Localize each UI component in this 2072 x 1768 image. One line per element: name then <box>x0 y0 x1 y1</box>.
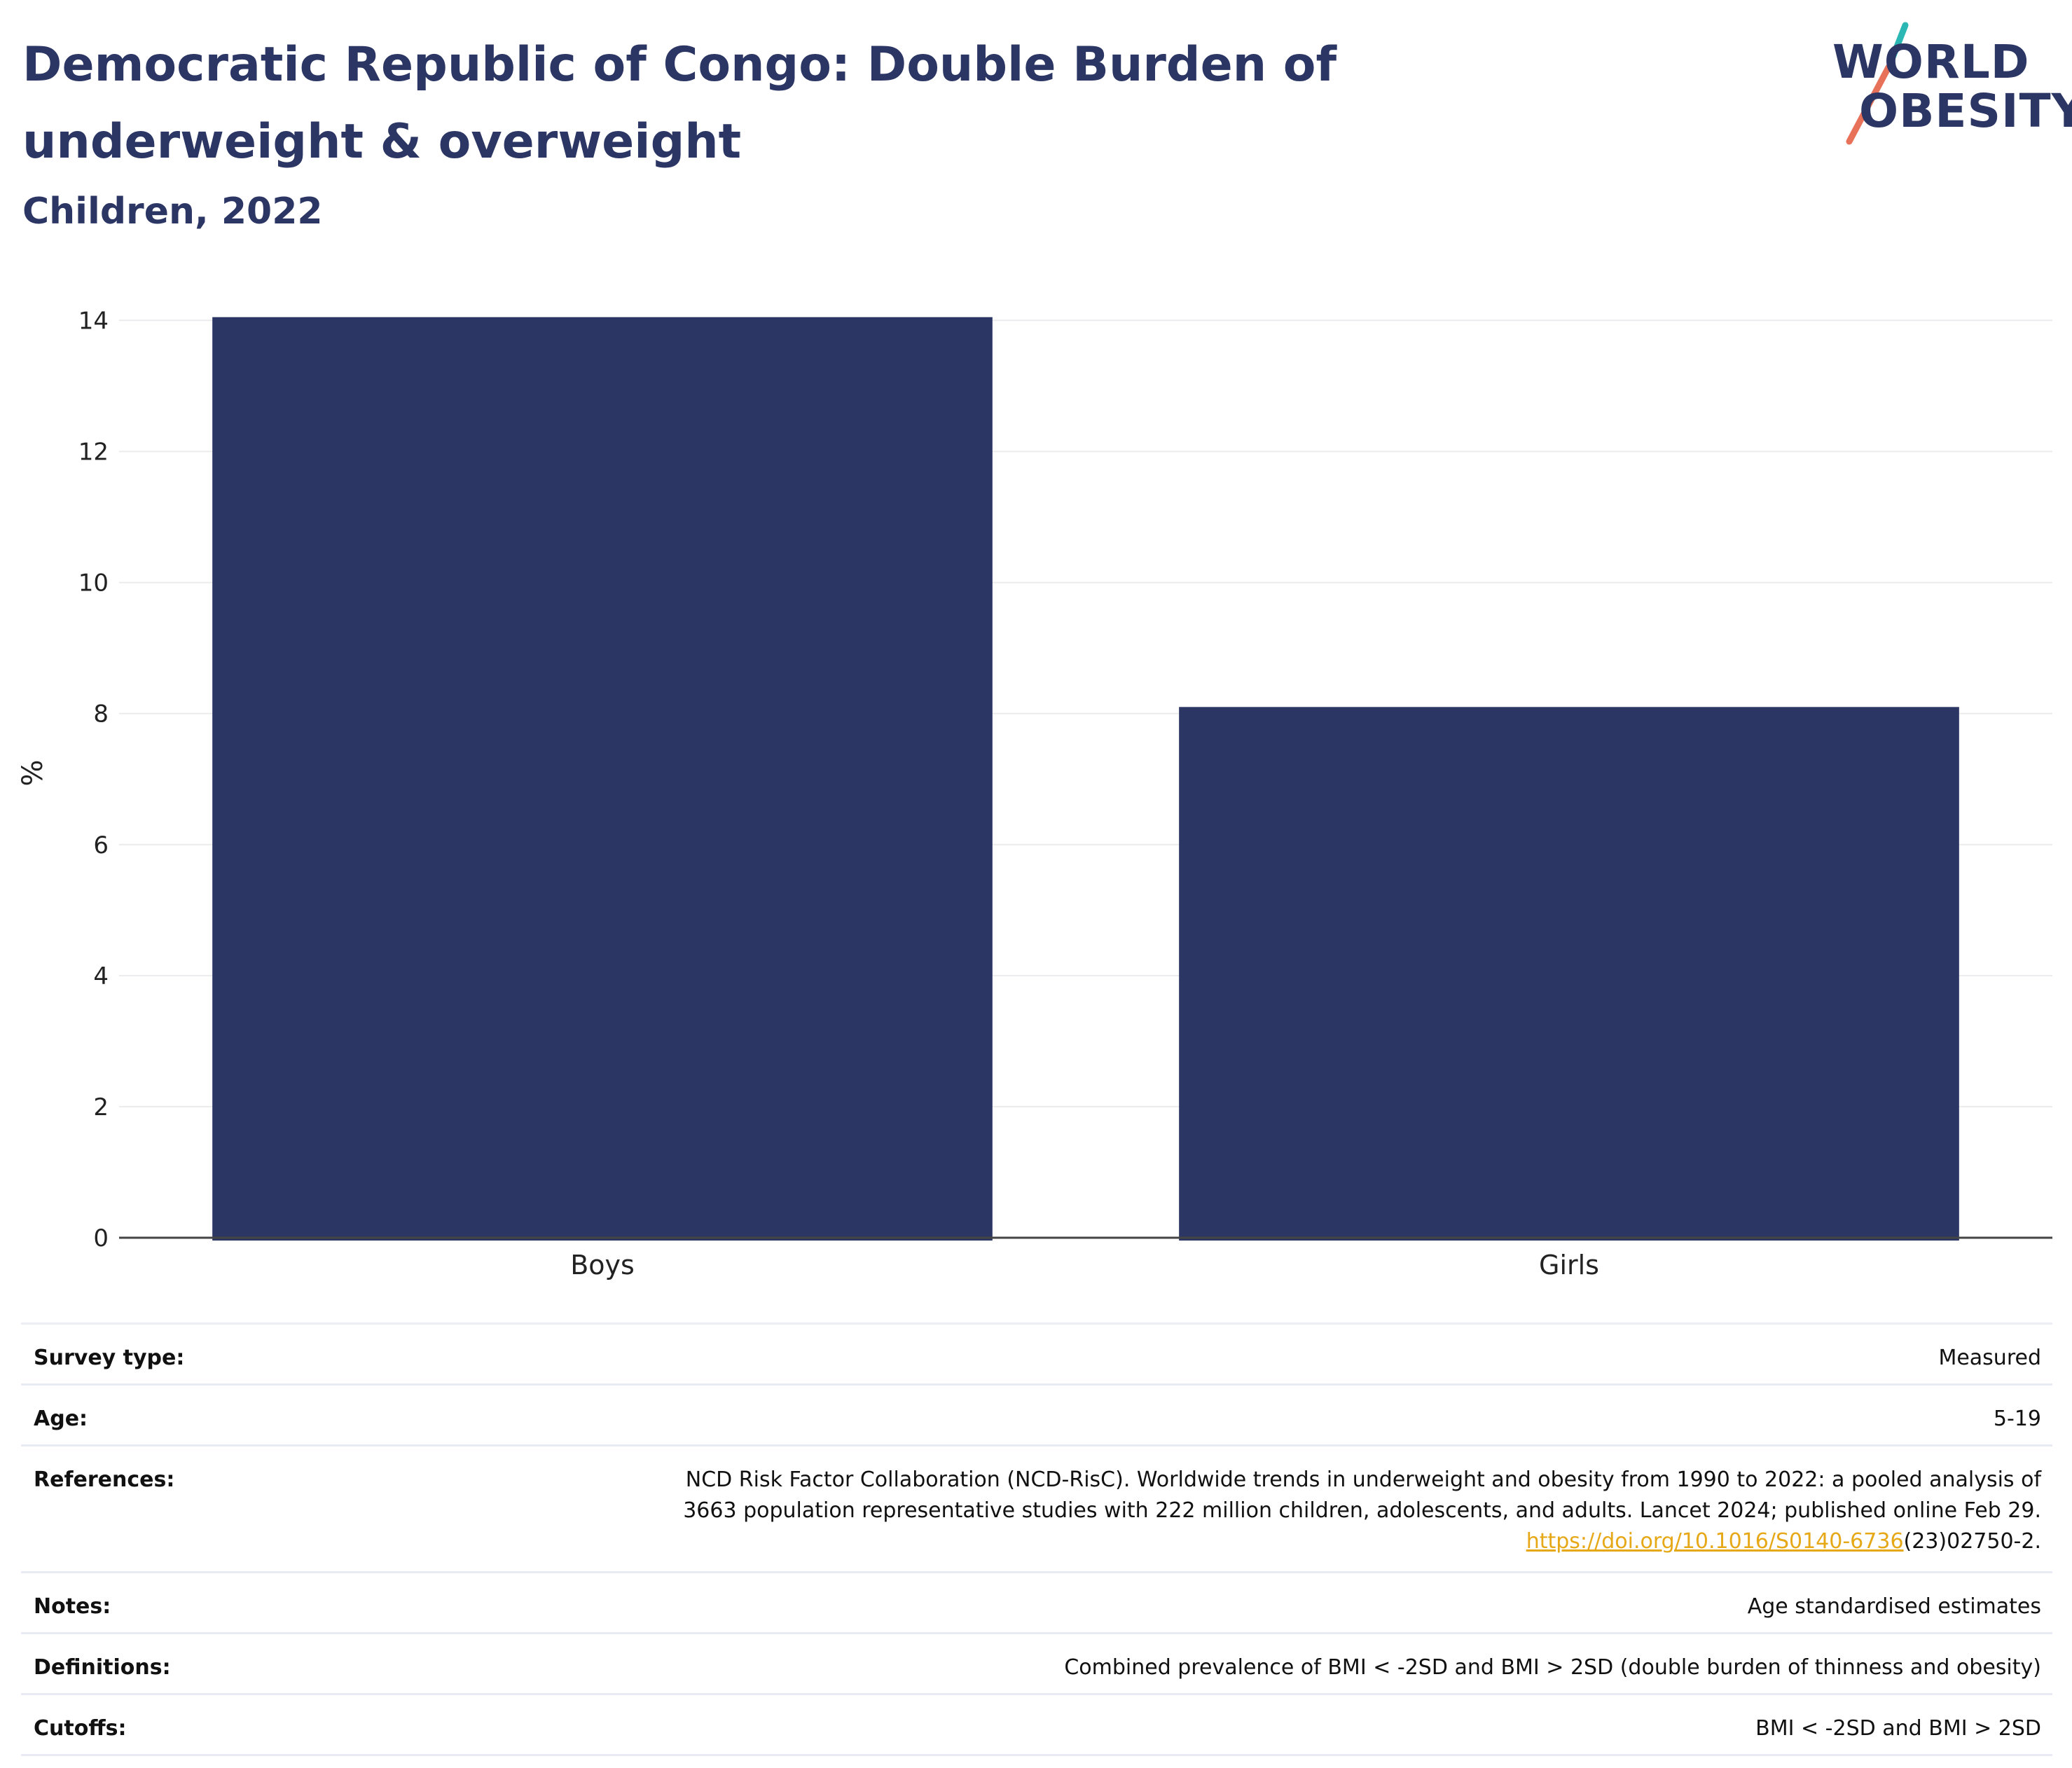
reference-line-2: 3663 population representative studies w… <box>683 1498 2041 1523</box>
meta-value: 5-19 <box>1993 1407 2041 1431</box>
y-axis-title: % <box>17 759 49 786</box>
y-tick-label: 4 <box>93 962 109 990</box>
chart-subtitle: Children, 2022 <box>22 191 323 233</box>
meta-row-cutoffs: Cutoffs: BMI < -2SD and BMI > 2SD <box>21 1695 2052 1756</box>
meta-value: BMI < -2SD and BMI > 2SD <box>1755 1716 2041 1741</box>
chart-title: Democratic Republic of Congo: Double Bur… <box>22 37 1337 170</box>
meta-row-references: References: NCD Risk Factor Collaboratio… <box>21 1446 2052 1573</box>
y-tick-label: 14 <box>78 307 109 335</box>
meta-label: Definitions: <box>34 1655 171 1680</box>
y-tick-labels: 0 2 4 6 8 10 12 14 <box>78 307 109 1252</box>
bars <box>212 317 1959 1241</box>
reference-doi-suffix: (23)02750-2. <box>1903 1529 2041 1554</box>
y-tick-label: 10 <box>78 569 109 598</box>
y-tick-label: 2 <box>93 1093 109 1121</box>
meta-label: Age: <box>34 1407 88 1431</box>
bar-girls[interactable] <box>1179 707 1959 1241</box>
y-tick-label: 0 <box>93 1224 109 1252</box>
reference-line-1: NCD Risk Factor Collaboration (NCD-RisC)… <box>685 1467 2041 1492</box>
meta-label: References: <box>34 1467 175 1492</box>
bar-boys[interactable] <box>212 317 993 1241</box>
meta-row-definitions: Definitions: Combined prevalence of BMI … <box>21 1634 2052 1695</box>
meta-value: Age standardised estimates <box>1747 1594 2041 1619</box>
logo-slash-icon <box>1846 22 1909 145</box>
bar-chart: 0 2 4 6 8 10 12 14 Boys Girls % <box>17 307 2052 1280</box>
meta-label: Cutoffs: <box>34 1716 127 1741</box>
meta-value: Combined prevalence of BMI < -2SD and BM… <box>1064 1655 2041 1680</box>
y-tick-label: 8 <box>93 700 109 728</box>
meta-value: NCD Risk Factor Collaboration (NCD-RisC)… <box>683 1465 2041 1557</box>
logo-word-world: WORLD <box>1832 35 2030 89</box>
meta-row-survey-type: Survey type: Measured <box>21 1325 2052 1386</box>
world-obesity-logo: WORLD OBESITY <box>1828 21 2072 147</box>
y-tick-label: 6 <box>93 831 109 859</box>
reference-doi-link[interactable]: https://doi.org/10.1016/S0140-6736 <box>1526 1529 1904 1554</box>
metadata-table: Survey type: Measured Age: 5-19 Referenc… <box>21 1322 2052 1756</box>
meta-value: Measured <box>1938 1346 2041 1370</box>
meta-row-notes: Notes: Age standardised estimates <box>21 1573 2052 1634</box>
logo-word-obesity: OBESITY <box>1859 84 2072 138</box>
x-category-label: Boys <box>570 1250 635 1280</box>
meta-label: Notes: <box>34 1594 111 1619</box>
y-tick-label: 12 <box>78 438 109 467</box>
x-category-label: Girls <box>1539 1250 1599 1280</box>
meta-label: Survey type: <box>34 1346 185 1370</box>
x-category-labels: Boys Girls <box>570 1250 1599 1280</box>
meta-row-age: Age: 5-19 <box>21 1386 2052 1446</box>
